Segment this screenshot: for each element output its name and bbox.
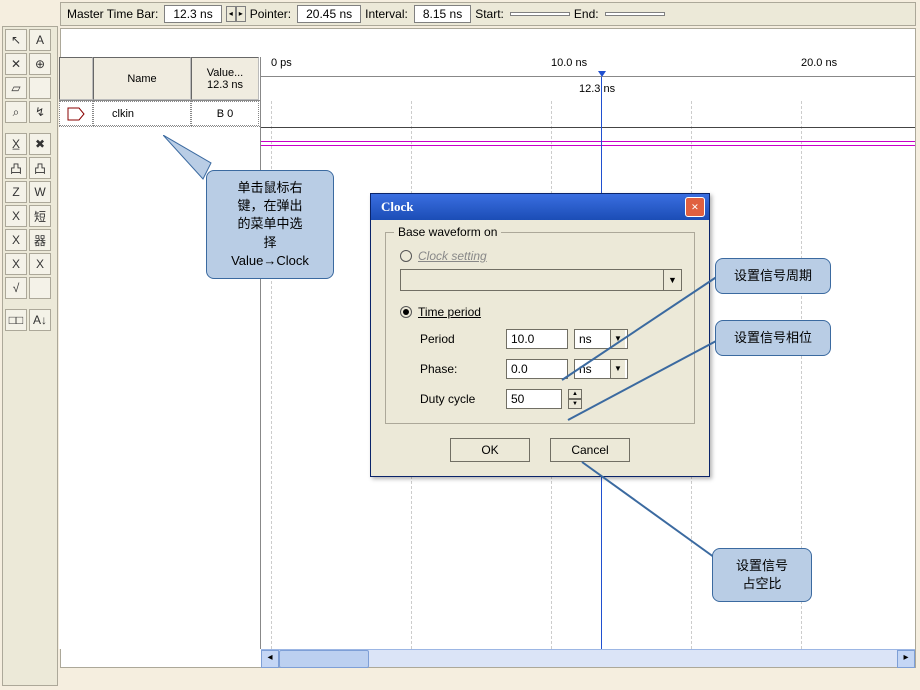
- phase-input[interactable]: 0.0: [506, 359, 568, 379]
- period-label: Period: [420, 332, 500, 346]
- tool-qr-icon[interactable]: □□: [5, 309, 27, 331]
- scroll-thumb[interactable]: [279, 650, 369, 668]
- tool-high-icon[interactable]: 凸: [5, 157, 27, 179]
- phase-label: Phase:: [420, 362, 500, 376]
- tool-rect-icon[interactable]: ▱: [5, 77, 27, 99]
- pointer-label: Pointer:: [250, 7, 291, 21]
- tool-palette: ↖ A ✕ ⊕ ▱ ⌕ ↯ X̲ ✖ 凸 凸 Z W X 短 X 器 X X √…: [2, 26, 58, 686]
- end-value[interactable]: [605, 12, 665, 16]
- start-label: Start:: [475, 7, 504, 21]
- clock-settings-combo: ▼: [400, 269, 682, 291]
- period-row: Period 10.0 ns: [420, 329, 682, 349]
- tool-w-icon[interactable]: W: [29, 181, 51, 203]
- horizontal-scrollbar[interactable]: ◂ ▸: [261, 649, 915, 667]
- master-spin[interactable]: ◂▸: [226, 6, 246, 22]
- tool-zoom-icon[interactable]: ⊕: [29, 53, 51, 75]
- ruler-tick: 0 ps: [271, 57, 292, 69]
- duty-label: Duty cycle: [420, 392, 500, 406]
- pointer-value: 20.45 ns: [297, 5, 361, 23]
- radio-icon: [400, 306, 412, 318]
- scroll-left-icon[interactable]: ◂: [261, 650, 279, 668]
- callout-period: 设置信号周期: [715, 258, 831, 294]
- scroll-right-icon[interactable]: ▸: [897, 650, 915, 668]
- signal-header-name: Name: [93, 57, 191, 100]
- radio-icon: [400, 250, 412, 262]
- clock-dialog: Clock × Base waveform on Clock setting ▼…: [370, 193, 710, 477]
- tool-search-icon[interactable]: ⌕: [5, 101, 27, 123]
- tool-sort-icon[interactable]: A↓: [29, 309, 51, 331]
- radio-time-period[interactable]: Time period: [400, 305, 682, 319]
- tool-x2-icon[interactable]: X: [5, 229, 27, 251]
- dialog-title: Clock: [381, 199, 414, 215]
- tool-blank-icon[interactable]: [29, 77, 51, 99]
- duty-row: Duty cycle 50 ▲▼: [420, 389, 682, 409]
- time-ruler: 0 ps 10.0 ns 20.0 ns 12.3 ns: [261, 57, 915, 77]
- start-value[interactable]: [510, 12, 570, 16]
- period-unit[interactable]: ns: [574, 329, 628, 349]
- signal-input-icon: [59, 101, 93, 126]
- interval-label: Interval:: [365, 7, 408, 21]
- signal-header-icon: [59, 57, 93, 100]
- interval-value: 8.15 ns: [414, 5, 471, 23]
- tool-xo-icon[interactable]: X: [29, 253, 51, 275]
- tool-edge-icon[interactable]: ↯: [29, 101, 51, 123]
- ruler-tick: 10.0 ns: [551, 57, 587, 69]
- base-waveform-groupbox: Base waveform on Clock setting ▼ Time pe…: [385, 232, 695, 424]
- master-time-bar: Master Time Bar: 12.3 ns ◂▸ Pointer: 20.…: [60, 2, 916, 26]
- duty-spin[interactable]: ▲▼: [568, 389, 582, 409]
- end-label: End:: [574, 7, 599, 21]
- master-label: Master Time Bar:: [67, 7, 158, 21]
- period-input[interactable]: 10.0: [506, 329, 568, 349]
- callout-phase: 设置信号相位: [715, 320, 831, 356]
- tool-z-icon[interactable]: Z: [5, 181, 27, 203]
- signal-value: B 0: [191, 101, 259, 126]
- signal-panel: Name Value... 12.3 ns clkin B 0: [59, 57, 261, 649]
- tool-pointer-icon[interactable]: ↖: [5, 29, 27, 51]
- master-value[interactable]: 12.3 ns: [164, 5, 221, 23]
- tool-xdel-icon[interactable]: ✖: [29, 133, 51, 155]
- radio-clock-settings: Clock setting: [400, 249, 682, 263]
- tool-blank2-icon[interactable]: [29, 277, 51, 299]
- groupbox-legend: Base waveform on: [394, 225, 501, 239]
- ok-button[interactable]: OK: [450, 438, 530, 462]
- signal-row[interactable]: clkin B 0: [59, 101, 260, 127]
- callout-context-menu: 单击鼠标右 键，在弹出 的菜单中选 择 Value→Clock: [206, 170, 334, 279]
- tool-grid-icon[interactable]: 器: [29, 229, 51, 251]
- phase-row: Phase: 0.0 ns: [420, 359, 682, 379]
- signal-name: clkin: [93, 101, 191, 126]
- duty-input[interactable]: 50: [506, 389, 562, 409]
- dialog-titlebar[interactable]: Clock ×: [371, 194, 709, 220]
- tool-x1-icon[interactable]: X: [5, 205, 27, 227]
- cursor-time-label: 12.3 ns: [579, 83, 615, 95]
- phase-unit[interactable]: ns: [574, 359, 628, 379]
- tool-low-icon[interactable]: 凸: [29, 157, 51, 179]
- callout-duty: 设置信号 占空比: [712, 548, 812, 602]
- tool-xu-icon[interactable]: X̲: [5, 133, 27, 155]
- cancel-button[interactable]: Cancel: [550, 438, 630, 462]
- signal-header-value: Value... 12.3 ns: [191, 57, 259, 100]
- tool-text-icon[interactable]: A: [29, 29, 51, 51]
- signal-header-row: Name Value... 12.3 ns: [59, 57, 260, 101]
- tool-x-icon[interactable]: ✕: [5, 53, 27, 75]
- tool-xc-icon[interactable]: X: [5, 253, 27, 275]
- tool-short-icon[interactable]: 短: [29, 205, 51, 227]
- ruler-tick: 20.0 ns: [801, 57, 837, 69]
- tool-sqrt-icon[interactable]: √: [5, 277, 27, 299]
- close-icon[interactable]: ×: [685, 197, 705, 217]
